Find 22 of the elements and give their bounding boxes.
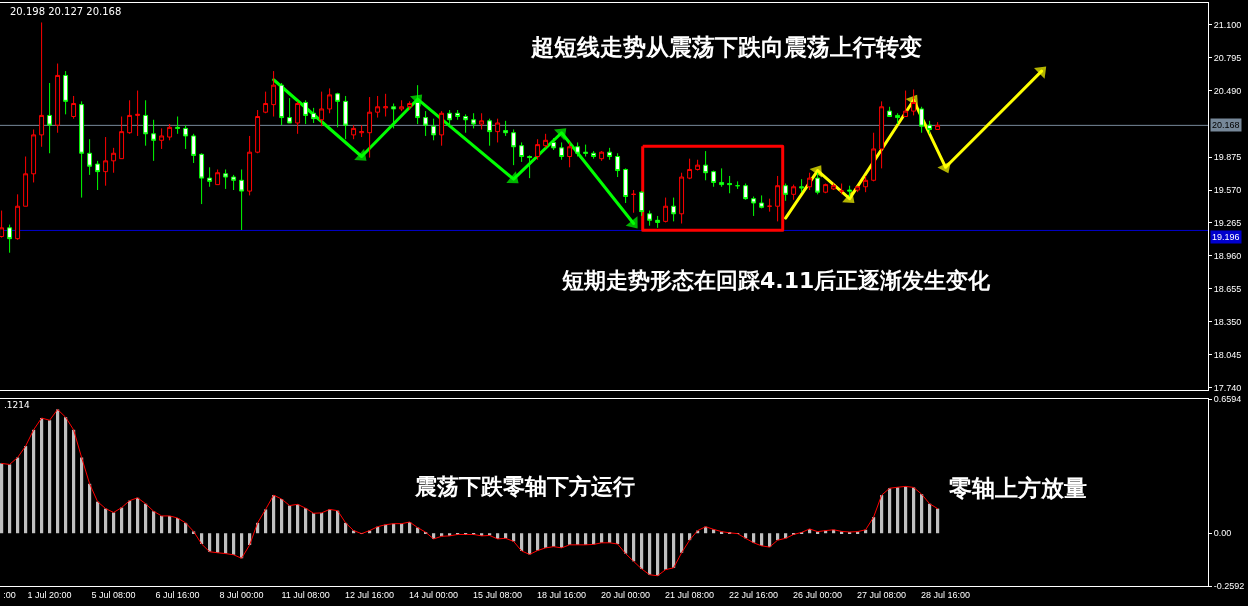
x-tick-label: 8 Jul 00:00 [219, 589, 264, 600]
x-tick-label: 15 Jul 08:00 [473, 589, 523, 600]
x-tick-label: 18 Jul 16:00 [537, 589, 587, 600]
x-tick-label: 27 Jul 08:00 [857, 589, 907, 600]
annotation: .1214 [4, 400, 31, 410]
x-tick-label: 11 Jul 08:00 [281, 589, 330, 600]
x-tick-label: 5 Jul 08:00 [91, 589, 136, 600]
y-tick-label: 0.00 [1213, 528, 1232, 539]
x-tick-label: 14 Jul 00:00 [409, 589, 459, 600]
x-tick-label: 6 Jul 16:00 [155, 589, 200, 600]
x-tick-label: 1 Jul 20:00 [27, 589, 72, 600]
x-tick-label: 20 Jul 00:00 [601, 589, 651, 600]
y-tick-label: -0.2592 [1213, 581, 1245, 592]
x-tick-label: 12 Jul 16:00 [345, 589, 395, 600]
annotation: 震荡下跌零轴下方运行 [414, 474, 635, 499]
x-tick-label: :00 [3, 589, 16, 600]
x-tick-label: 26 Jul 00:00 [793, 589, 843, 600]
x-tick-label: 22 Jul 16:00 [729, 589, 779, 600]
x-tick-label: 21 Jul 08:00 [665, 589, 715, 600]
y-tick-label: 0.6594 [1213, 394, 1242, 405]
x-tick-label: 28 Jul 16:00 [921, 589, 971, 600]
annotation: 零轴上方放量 [949, 475, 1087, 501]
